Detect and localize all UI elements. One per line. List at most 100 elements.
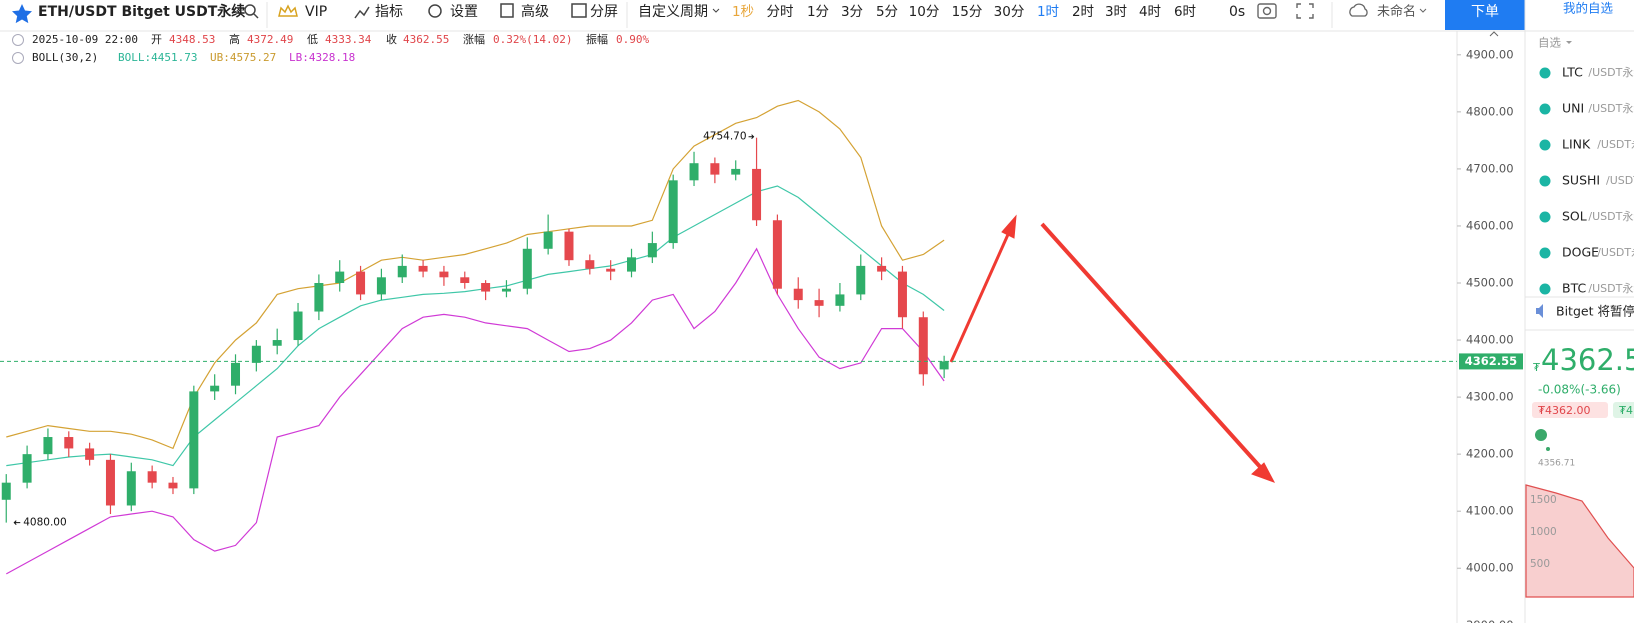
y-tick-label: 4900.00 [1466,47,1514,61]
period[interactable]: 15分 [952,4,983,20]
candle-body [189,391,199,489]
coin-name[interactable]: SUSHI [1562,173,1600,188]
arrow-down [1040,222,1264,471]
max-label-arrow [748,134,755,140]
coin-name[interactable]: UNI [1562,101,1584,116]
candle-body [793,288,803,301]
label: 收 [386,32,397,46]
candle-body [272,340,282,346]
coin-name[interactable]: BTC [1562,281,1586,296]
value: 0.90% [616,33,649,46]
coin-name[interactable]: DOGE [1562,245,1599,260]
notice[interactable]: Bitget 将暂停 [1556,304,1634,319]
split[interactable]: 分屏 [590,4,618,20]
watchlist-tab[interactable]: 我的自选 [1563,1,1614,16]
coin-quote: /USDT永续 [1588,101,1634,115]
coin-icon [1539,139,1551,151]
period[interactable]: 5分 [876,4,898,20]
period[interactable]: 1时 [1037,4,1059,20]
period[interactable]: 30分 [994,4,1025,20]
coin-name[interactable]: LINK [1562,137,1591,152]
advanced[interactable]: 高级 [521,3,549,20]
slider-handle[interactable] [1535,429,1547,441]
candle-body [231,362,241,386]
y-tick-label: 4400.00 [1466,333,1514,347]
period[interactable]: 3时 [1105,4,1127,20]
order-button-label[interactable]: 下单 [1471,4,1499,20]
y-tick-label: 4500.00 [1466,276,1514,290]
order-button[interactable] [1445,0,1525,30]
drawn-arrows [949,214,1276,483]
candle-body [689,163,699,181]
arrow-up [949,229,1012,363]
period[interactable]: 10分 [909,4,940,20]
candle-body [668,180,678,244]
candle-body [356,271,366,295]
candle-body [147,471,157,483]
candle-body [939,361,949,370]
candle-body [376,277,386,295]
period[interactable]: 1秒 [732,4,754,20]
custom-period[interactable]: 自定义周期 [638,4,708,20]
dropdown-caret [712,8,720,13]
split-icon [571,3,587,18]
candle-body [105,459,115,506]
toggle-icon[interactable] [12,34,24,46]
value: 4348.53 [169,33,215,46]
candle-body [501,288,511,292]
candle-body [210,385,220,392]
arrow-head [1251,462,1276,483]
coin-name[interactable]: LTC [1562,65,1583,80]
bid: ₮4362.00 [1538,404,1591,417]
search-icon[interactable] [244,4,256,16]
candle-body [168,482,178,489]
scroll-up-icon[interactable] [1489,31,1499,37]
indicators[interactable]: 指标 [375,4,403,20]
period[interactable]: 6时 [1174,4,1196,20]
boll-band [6,247,945,575]
boll-lb: LB:4328.18 [289,51,355,64]
coin-name[interactable]: SOL [1562,209,1587,224]
label: 开 [151,33,162,46]
candle-body [126,471,136,506]
toggle-icon[interactable] [12,52,24,64]
symbol[interactable]: ETH/USDT Bitget USDT永续 [38,3,245,20]
ask: ₮4 [1619,404,1633,417]
fullscreen-icon[interactable] [1296,3,1314,19]
depth-area [1525,484,1634,598]
watchlist-header[interactable]: 自选 [1538,36,1561,50]
candle-body [460,277,470,284]
candle-body [856,265,866,295]
candle-body [293,311,303,341]
candle-body [439,271,449,278]
period[interactable]: 2时 [1072,4,1094,20]
coin-icon [1539,67,1551,79]
candle-body [564,231,574,261]
candle-body [897,271,907,318]
period[interactable]: 1分 [807,4,829,20]
boll-mid: BOLL:4451.73 [118,51,197,64]
slider-dot [1546,447,1550,451]
screenshot-icon[interactable] [1257,3,1277,19]
cloud-icon [1349,3,1368,17]
candle-body [918,317,928,375]
candle-body [543,231,553,249]
vip[interactable]: VIP [305,4,327,20]
period[interactable]: 4时 [1139,4,1161,20]
boll-ub: UB:4575.27 [210,51,276,64]
candle-body [22,454,32,483]
candle-body [627,257,637,272]
depth-label: 1500 [1530,494,1557,506]
settings[interactable]: 设置 [450,4,478,20]
period[interactable]: 3分 [841,4,863,20]
favorite-star[interactable] [12,4,33,24]
candle-body [710,163,720,175]
layout-name[interactable]: 未命名 [1377,4,1416,20]
period[interactable]: 分时 [767,4,794,20]
value: 0.32%(14.02) [493,33,572,46]
screenshot-icon-lens [1262,6,1272,16]
depth-label: 500 [1530,558,1550,570]
last-price: 4362.55 [1541,343,1634,377]
